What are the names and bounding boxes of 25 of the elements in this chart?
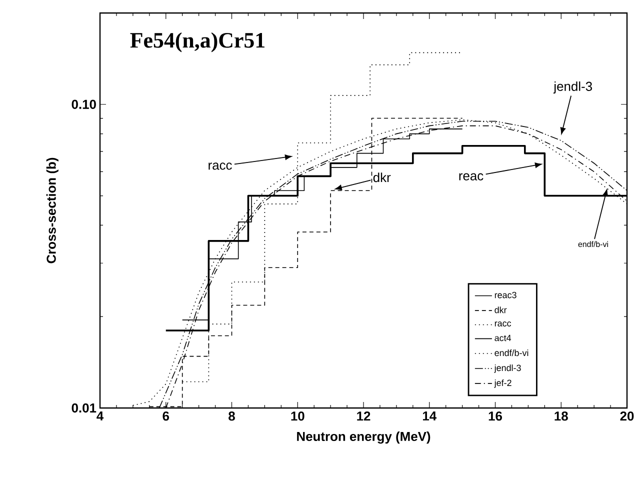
legend-label: jendl-3 bbox=[494, 364, 521, 373]
legend-label: endf/b-vi bbox=[494, 350, 528, 356]
legend-label: racc bbox=[494, 322, 512, 326]
legend-label: dkr bbox=[494, 306, 507, 314]
x-tick-label: 12 bbox=[357, 412, 370, 421]
x-tick-label: 14 bbox=[422, 412, 437, 420]
x-tick-label: 16 bbox=[488, 412, 502, 421]
legend-label: reac3 bbox=[494, 292, 516, 298]
annotation: reac bbox=[459, 173, 484, 180]
x-tick-label: 4 bbox=[96, 412, 104, 420]
x-tick-label: 6 bbox=[162, 412, 170, 421]
text: Fe54(n,a)Cr51 bbox=[130, 32, 264, 52]
annotation: dkr bbox=[373, 172, 391, 182]
x-tick-label: 20 bbox=[620, 412, 634, 421]
annotation: racc bbox=[208, 162, 232, 170]
legend-label: jef-2 bbox=[494, 379, 512, 388]
x-tick-label: 18 bbox=[554, 412, 568, 421]
annotation: jendl-3 bbox=[553, 81, 592, 94]
x-axis-title: Neutron energy (MeV) bbox=[297, 432, 430, 444]
y-tick-label: 0.10 bbox=[72, 100, 96, 109]
x-tick-label: 8 bbox=[228, 412, 235, 421]
x-tick-label: 10 bbox=[291, 412, 304, 421]
y-axis-title: Cross-section (b) bbox=[46, 158, 58, 264]
y-tick-label: 0.01 bbox=[72, 403, 96, 413]
legend-label: act4 bbox=[494, 334, 512, 342]
